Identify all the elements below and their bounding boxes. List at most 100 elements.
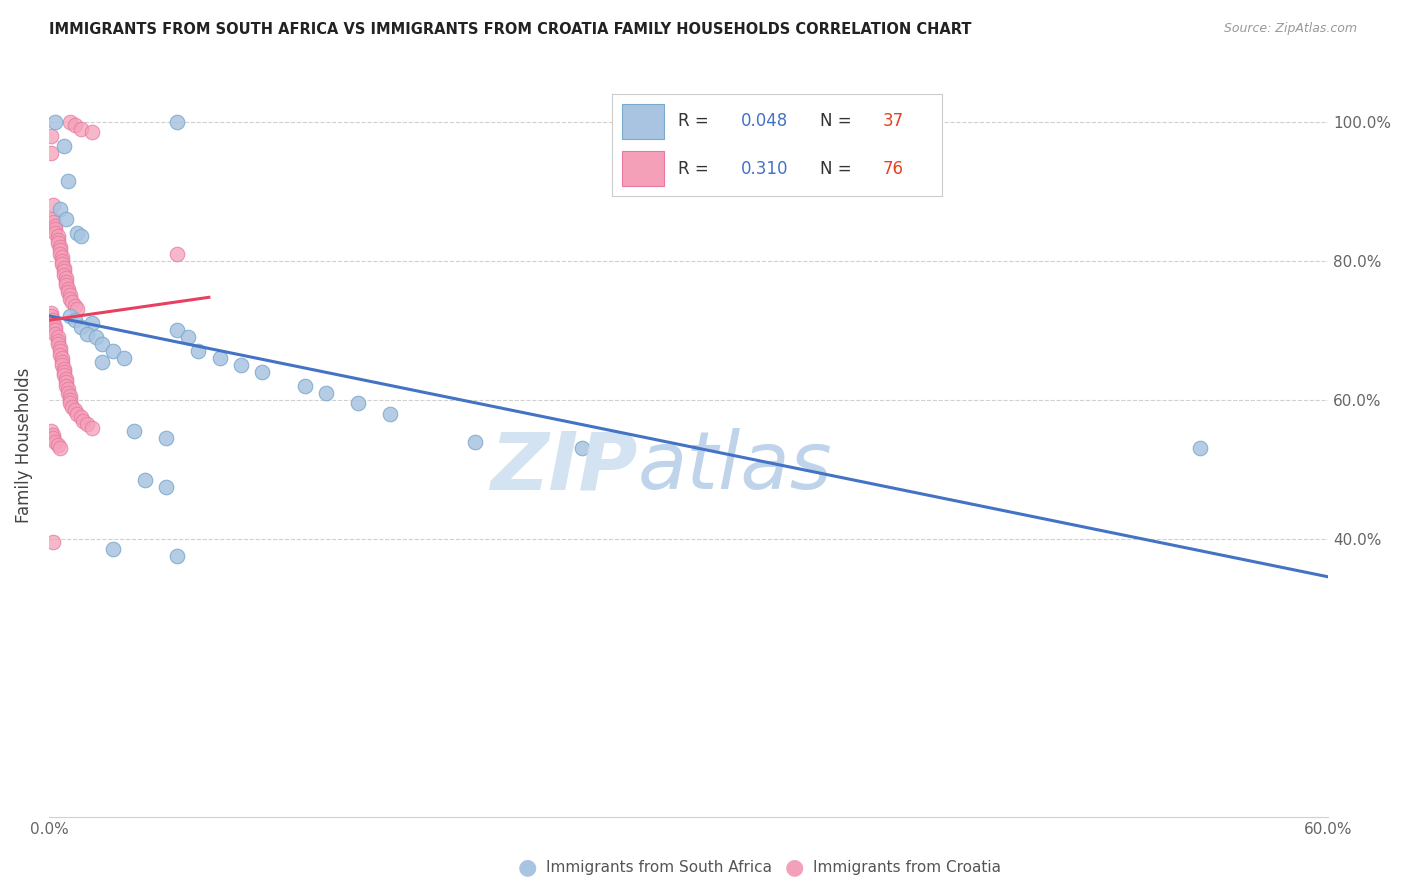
Point <box>55 379 77 393</box>
Point <box>48 246 70 260</box>
Point <box>155 480 177 494</box>
Point <box>52 264 75 278</box>
Point <box>44 222 66 236</box>
Point <box>91 354 114 368</box>
Point <box>166 323 188 337</box>
Point <box>464 434 486 449</box>
Text: 0.310: 0.310 <box>741 160 787 178</box>
Text: 0.048: 0.048 <box>741 112 787 130</box>
Point <box>48 442 70 456</box>
Point <box>80 125 103 139</box>
FancyBboxPatch shape <box>621 104 665 139</box>
Point <box>52 365 75 379</box>
Text: ●: ● <box>785 857 804 877</box>
Point <box>39 145 62 160</box>
FancyBboxPatch shape <box>621 151 665 186</box>
Point <box>56 383 79 397</box>
Point <box>63 403 86 417</box>
Point <box>347 396 370 410</box>
Point <box>55 376 77 390</box>
Point <box>51 354 73 368</box>
Point <box>56 385 79 400</box>
Point <box>166 114 188 128</box>
Point <box>39 128 62 143</box>
Text: Immigrants from Croatia: Immigrants from Croatia <box>813 860 1001 874</box>
Point <box>51 253 73 268</box>
Point <box>56 174 79 188</box>
Text: N =: N = <box>820 160 856 178</box>
Point <box>122 424 145 438</box>
Point <box>76 417 98 431</box>
Text: R =: R = <box>678 160 714 178</box>
Point <box>42 535 65 549</box>
Point <box>62 295 84 310</box>
Point <box>55 271 77 285</box>
Point <box>46 337 69 351</box>
Point <box>42 427 65 442</box>
Point <box>66 302 89 317</box>
Point <box>48 344 70 359</box>
Point <box>44 326 66 341</box>
Point <box>59 288 82 302</box>
Text: N =: N = <box>820 112 856 130</box>
Point <box>84 330 107 344</box>
Point <box>155 431 177 445</box>
Point <box>52 368 75 383</box>
Point <box>42 316 65 330</box>
Point <box>59 389 82 403</box>
Text: IMMIGRANTS FROM SOUTH AFRICA VS IMMIGRANTS FROM CROATIA FAMILY HOUSEHOLDS CORREL: IMMIGRANTS FROM SOUTH AFRICA VS IMMIGRAN… <box>49 22 972 37</box>
Point <box>52 139 75 153</box>
Point <box>42 313 65 327</box>
Point <box>176 330 198 344</box>
Text: Immigrants from South Africa: Immigrants from South Africa <box>546 860 772 874</box>
Point <box>39 424 62 438</box>
Text: 76: 76 <box>883 160 904 178</box>
Point <box>46 330 69 344</box>
Point <box>91 337 114 351</box>
Point <box>48 341 70 355</box>
Point <box>59 310 82 324</box>
Point <box>51 250 73 264</box>
Point <box>70 121 93 136</box>
Point <box>48 240 70 254</box>
Point <box>44 219 66 233</box>
Point <box>59 114 82 128</box>
Point <box>250 365 273 379</box>
Point <box>63 118 86 132</box>
Point <box>59 396 82 410</box>
Point <box>42 215 65 229</box>
Point <box>72 414 94 428</box>
Point <box>39 306 62 320</box>
Point <box>52 268 75 282</box>
Point <box>55 275 77 289</box>
Point <box>80 420 103 434</box>
Point <box>66 226 89 240</box>
Point <box>70 319 93 334</box>
Point <box>44 319 66 334</box>
Point <box>571 442 593 456</box>
Point <box>134 473 156 487</box>
Text: ●: ● <box>517 857 537 877</box>
Point <box>48 202 70 216</box>
Point <box>166 549 188 564</box>
Point <box>46 229 69 244</box>
Text: 37: 37 <box>883 112 904 130</box>
Point <box>46 438 69 452</box>
Point <box>208 351 231 365</box>
Point <box>63 299 86 313</box>
Point <box>187 344 209 359</box>
Point <box>80 316 103 330</box>
Y-axis label: Family Households: Family Households <box>15 368 32 523</box>
Point <box>55 372 77 386</box>
Text: R =: R = <box>678 112 714 130</box>
Point <box>229 358 252 372</box>
Point <box>56 285 79 299</box>
Point <box>70 229 93 244</box>
Point <box>44 434 66 449</box>
Point <box>42 431 65 445</box>
Point <box>42 198 65 212</box>
Point <box>48 244 70 258</box>
Point <box>70 410 93 425</box>
Point <box>315 385 337 400</box>
Text: ZIP: ZIP <box>491 428 637 507</box>
